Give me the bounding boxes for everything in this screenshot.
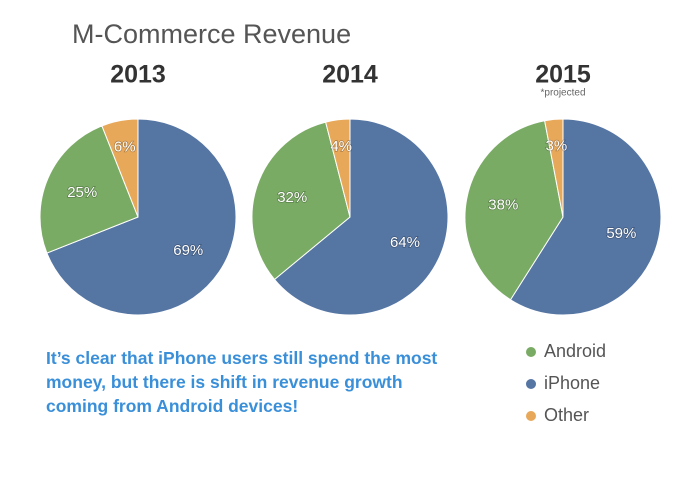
pie-slice	[251, 121, 351, 281]
data-label: 38%	[488, 197, 518, 214]
legend-marker	[526, 379, 536, 389]
legend-marker	[526, 411, 536, 421]
pie-title: 2013	[110, 61, 166, 89]
pie-slice	[39, 125, 139, 254]
pie-title: 2015	[535, 61, 591, 89]
pie-title: 2014	[322, 61, 378, 89]
data-label: 32%	[277, 189, 307, 206]
data-label: 59%	[606, 225, 636, 242]
legend-label: Other	[544, 405, 589, 425]
pie-slice	[101, 118, 139, 218]
pie-slice	[46, 118, 237, 316]
data-label: 6%	[114, 139, 136, 156]
annotation: It’s clear that iPhone users still spend…	[46, 348, 438, 416]
data-label: 69%	[173, 242, 203, 259]
data-label: 25%	[67, 184, 97, 201]
pie-slice	[509, 118, 662, 316]
chart-title: M-Commerce Revenue	[72, 19, 351, 49]
legend-marker	[526, 347, 536, 357]
pie-subtitle: *projected	[540, 88, 585, 99]
legend-label: Android	[544, 341, 606, 361]
pie-slice	[325, 118, 351, 218]
pie-slice	[544, 118, 564, 218]
data-label: 64%	[390, 234, 420, 251]
data-label: 3%	[546, 138, 568, 155]
pie-slice	[273, 118, 449, 316]
legend-label: iPhone	[544, 373, 600, 393]
data-label: 4%	[330, 138, 352, 155]
pie-slice	[464, 120, 564, 301]
